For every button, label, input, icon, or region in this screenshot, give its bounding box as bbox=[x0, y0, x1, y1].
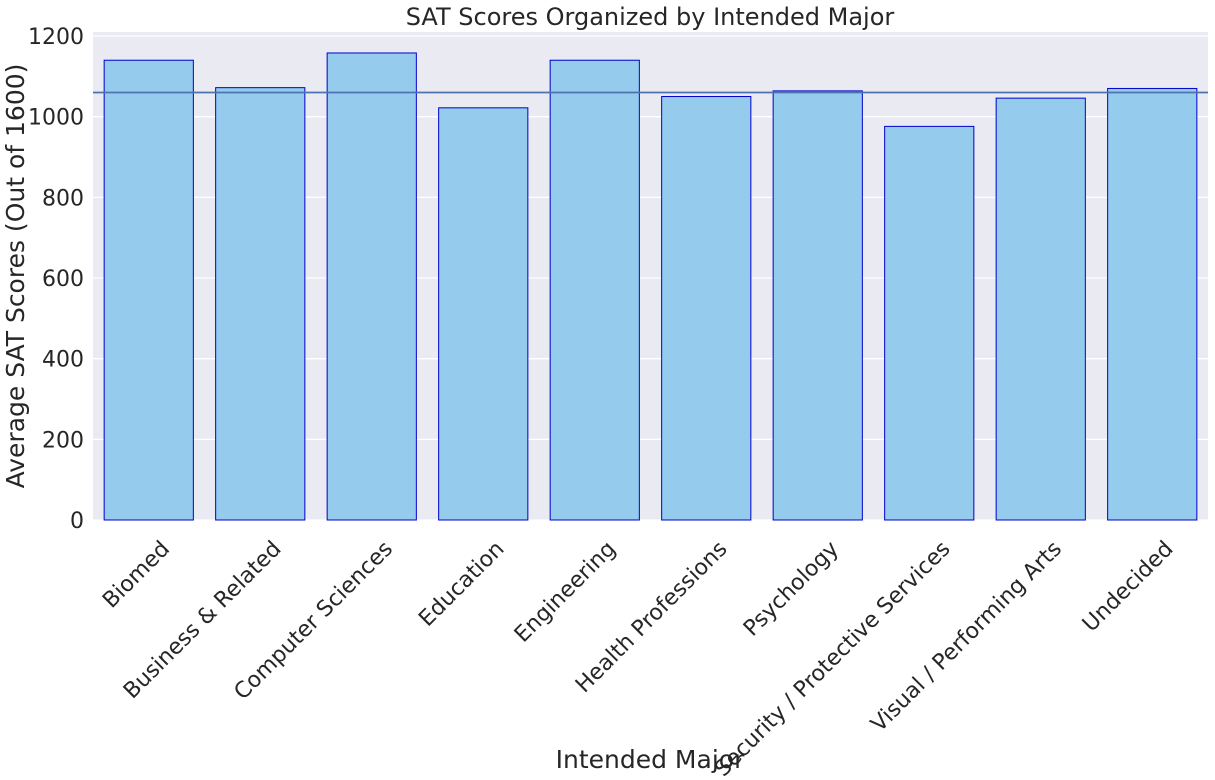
x-tick-label: Undecided bbox=[1078, 537, 1179, 638]
bar bbox=[215, 87, 306, 521]
x-tick-label: Engineering bbox=[510, 537, 621, 648]
bar bbox=[326, 52, 417, 521]
x-axis-label: Intended Major bbox=[556, 745, 745, 774]
y-tick-labels: 0 200 400 600 800 1000 1200 bbox=[28, 25, 84, 534]
bar bbox=[884, 125, 975, 521]
y-tick-label: 600 bbox=[42, 267, 84, 292]
bar bbox=[995, 97, 1086, 521]
bar bbox=[661, 96, 752, 521]
bars bbox=[103, 52, 1198, 521]
bar bbox=[103, 59, 194, 521]
x-tick-label: Psychology bbox=[739, 537, 844, 642]
y-tick-label: 1000 bbox=[28, 106, 84, 131]
y-tick-label: 800 bbox=[42, 186, 84, 211]
bar bbox=[772, 90, 863, 521]
y-tick-label: 400 bbox=[42, 348, 84, 373]
chart-title: SAT Scores Organized by Intended Major bbox=[406, 3, 895, 31]
x-tick-label: Biomed bbox=[98, 537, 175, 614]
bar bbox=[438, 107, 529, 521]
x-tick-label: Security / Protective Services bbox=[710, 537, 955, 780]
bar bbox=[1107, 87, 1198, 521]
y-tick-label: 0 bbox=[70, 509, 84, 534]
bar bbox=[549, 59, 640, 521]
y-tick-label: 200 bbox=[42, 428, 84, 453]
y-tick-label: 1200 bbox=[28, 25, 84, 50]
y-axis-label: Average SAT Scores (Out of 1600) bbox=[1, 64, 30, 489]
x-tick-label: Education bbox=[414, 537, 509, 632]
x-tick-label: Visual / Performing Arts bbox=[866, 537, 1067, 738]
